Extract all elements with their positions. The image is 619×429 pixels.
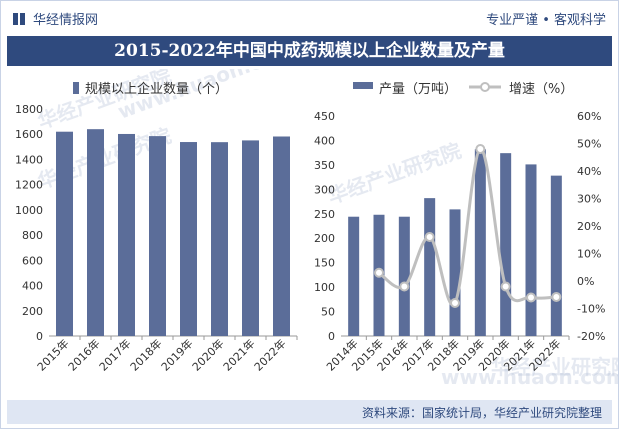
y-tick-label: 200 (22, 305, 43, 318)
y-tick-label-left: 300 (314, 183, 335, 196)
y-tick-label-left: 200 (314, 232, 335, 245)
y-tick-label: 1000 (15, 204, 43, 217)
x-tick-label: 2022年 (251, 336, 288, 373)
y-tick-label-right: -20% (577, 330, 605, 343)
growth-line (378, 147, 557, 307)
y-tick-label-left: 400 (314, 134, 335, 147)
x-tick-label: 2017年 (96, 336, 133, 373)
y-tick-label-left: 50 (321, 306, 335, 319)
legend-label: 产量（万吨） (379, 82, 457, 97)
growth-point (374, 267, 384, 278)
bar (449, 209, 461, 336)
bar (348, 216, 360, 336)
top-bar: 华经情报网 专业严谨 • 客观科学 (1, 1, 618, 33)
legend-swatch (353, 82, 373, 89)
y-tick-label: 1800 (15, 103, 43, 116)
footer: 资料来源：国家统计局，华经产业研究院整理 (7, 400, 612, 424)
bar (118, 133, 135, 336)
y-tick-label: 400 (22, 280, 43, 293)
y-tick-label: 0 (36, 330, 43, 343)
logo-icon (13, 12, 25, 25)
slogan: 专业严谨 • 客观科学 (486, 13, 606, 28)
growth-point (475, 144, 486, 154)
watermark-text: 华经产业研究院 (491, 355, 618, 379)
y-tick-label-right: 50% (577, 138, 601, 151)
y-tick-label-right: 60% (577, 110, 601, 123)
bar (474, 149, 486, 336)
legend-label: 规模以上企业数量（个） (85, 81, 228, 97)
brand-name: 华经情报网 (33, 13, 99, 28)
legend-marker (480, 82, 490, 92)
x-tick-label: 2021年 (220, 336, 257, 373)
y-tick-label-right: 30% (577, 193, 601, 206)
y-tick-label-left: 0 (328, 330, 335, 343)
bar (87, 129, 104, 336)
x-tick-label: 2016年 (65, 336, 102, 373)
bar (242, 140, 259, 336)
legend-swatch (73, 82, 79, 94)
growth-point (500, 281, 511, 292)
chart-title: 2015-2022年中国中成药规模以上企业数量及产量 (7, 36, 612, 66)
y-tick-label-right: 40% (577, 165, 601, 178)
bar (550, 175, 562, 336)
growth-point (551, 291, 562, 302)
bar (180, 142, 197, 336)
growth-point (450, 298, 460, 308)
bar (525, 164, 537, 336)
growth-point (526, 292, 536, 303)
bar (273, 136, 290, 336)
x-tick-label: 2020年 (189, 336, 226, 373)
bar (500, 153, 512, 336)
watermark-url: www.huaon.com (441, 365, 618, 389)
x-tick-label: 2018年 (127, 336, 164, 373)
legend-label: 增速（%） (509, 82, 573, 97)
y-tick-label-right: 10% (577, 248, 601, 261)
bar (56, 131, 73, 336)
y-tick-label-left: 450 (314, 110, 335, 123)
bar (211, 142, 228, 336)
y-tick-label-left: 350 (314, 159, 335, 172)
bar (398, 216, 410, 336)
y-tick-label: 1200 (15, 179, 43, 192)
bar (424, 198, 436, 336)
y-tick-label-left: 250 (314, 208, 335, 221)
y-tick-label-right: 20% (577, 220, 601, 233)
y-tick-label: 800 (22, 229, 43, 242)
growth-point (424, 232, 435, 242)
growth-point (399, 281, 410, 292)
y-tick-label-right: 0% (577, 275, 594, 288)
y-tick-label-left: 100 (314, 281, 335, 294)
y-tick-label: 600 (22, 254, 43, 267)
y-tick-label-left: 150 (314, 257, 335, 270)
y-tick-label: 1600 (15, 128, 43, 141)
x-tick-label: 2019年 (158, 336, 195, 373)
y-tick-label-right: -10% (577, 303, 605, 316)
watermark-text: 华经产业研究院 (325, 138, 465, 208)
source-note: 资料来源：国家统计局，华经产业研究院整理 (361, 406, 602, 420)
brand: 华经情报网 (13, 9, 98, 28)
y-tick-label: 1400 (15, 153, 43, 166)
bar (149, 136, 166, 336)
